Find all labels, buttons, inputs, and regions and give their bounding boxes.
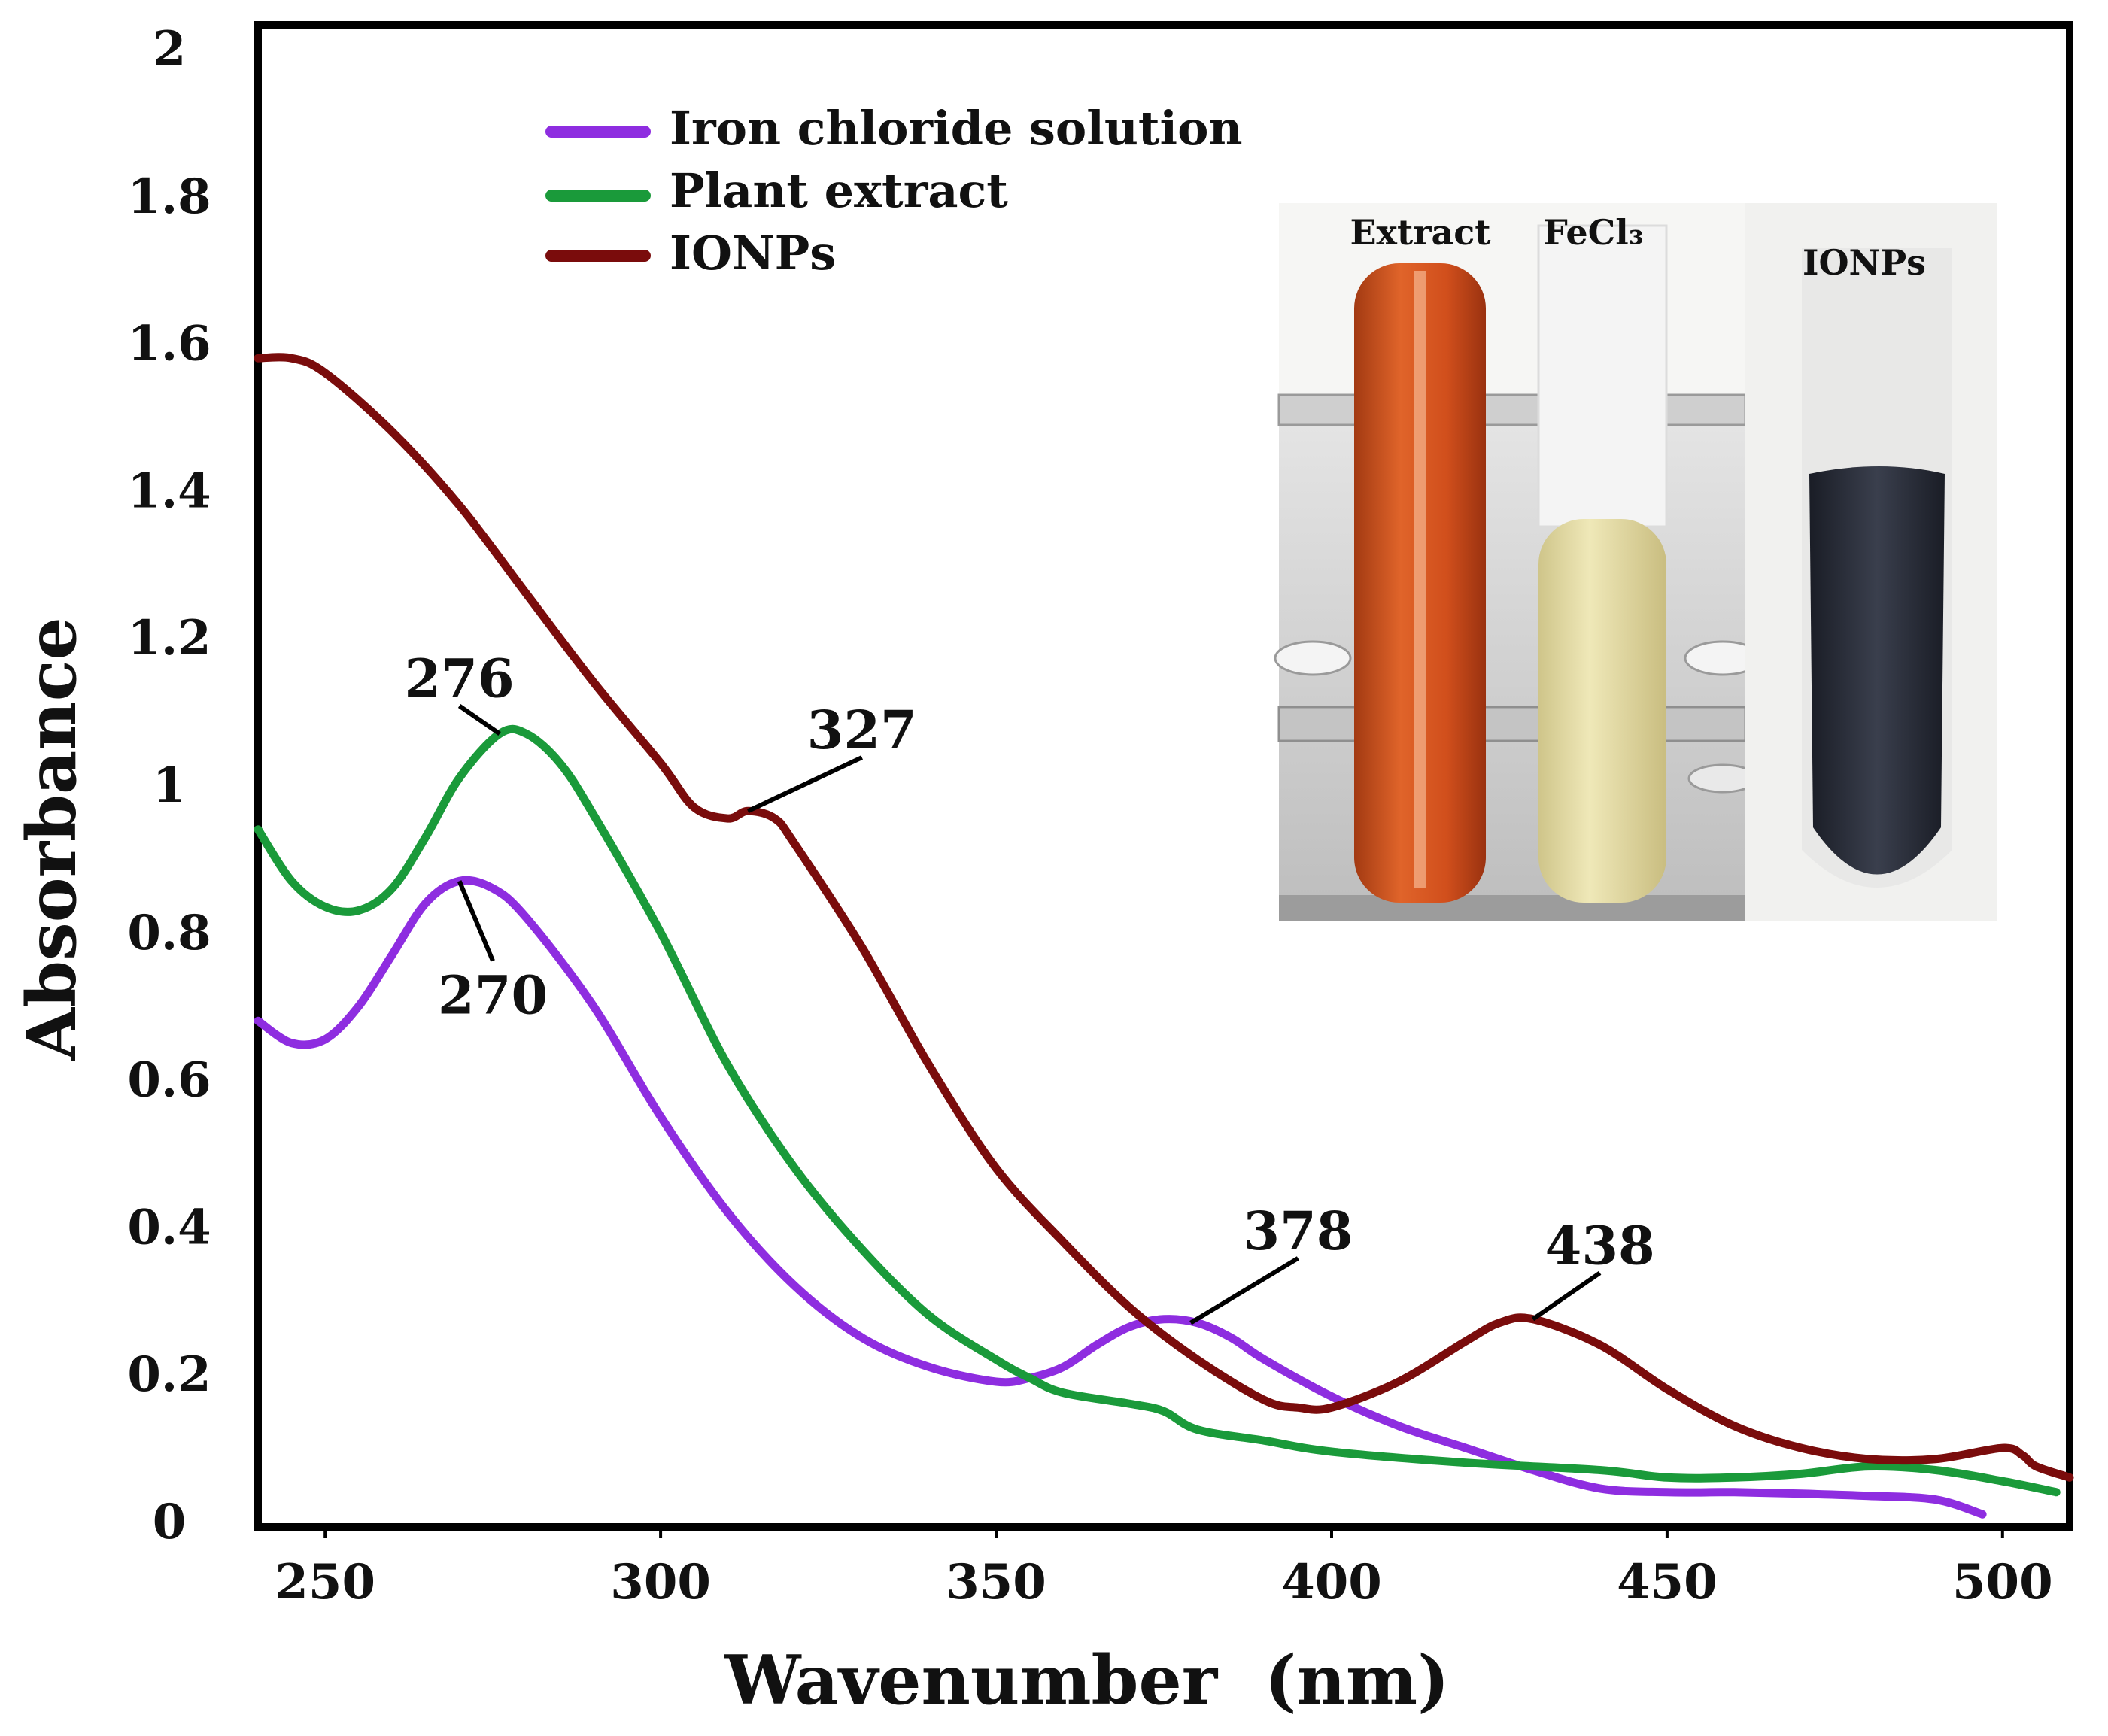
annotation-label-378: 378 <box>1243 1200 1353 1262</box>
annotation-leader-438 <box>1531 1270 1602 1322</box>
x-tick-label-450: 450 <box>1617 1554 1718 1610</box>
series-line-plant-extract <box>254 724 2061 1497</box>
inset-label-fecl3: FeCl₃ <box>1543 212 1644 253</box>
plot-frame <box>254 21 2073 1531</box>
annotation-label-327: 327 <box>807 699 917 761</box>
y-tick-label-1-8: 1.8 <box>127 168 211 225</box>
extract-tube-highlight <box>1414 271 1426 888</box>
y-tick-label-0-6: 0.6 <box>127 1052 211 1109</box>
legend: Iron chloride solution Plant extract ION… <box>545 101 1243 281</box>
x-tick-label-250: 250 <box>275 1554 375 1610</box>
inset-label-extract: Extract <box>1350 212 1491 253</box>
fecl3-tube <box>1538 519 1666 903</box>
x-tick-label-400: 400 <box>1281 1554 1382 1610</box>
annotation-leader-327 <box>746 755 863 814</box>
rack-hole <box>1274 640 1352 676</box>
annotation-label-276: 276 <box>405 648 515 710</box>
annotation-layer: 276 270 327 378 438 <box>405 648 1655 1325</box>
annotation-leader-276 <box>457 704 501 736</box>
y-tick-label-1-6: 1.6 <box>127 316 211 372</box>
rack-bar-top <box>1277 393 1747 426</box>
y-tick-label-2: 2 <box>153 21 187 77</box>
legend-label-ionps: IONPs <box>670 226 836 281</box>
inset-label-ionps: IONPs <box>1803 242 1926 283</box>
rack-bar-middle <box>1277 706 1747 742</box>
rack-base <box>1279 895 1745 921</box>
annotation-leader-378 <box>1189 1256 1299 1325</box>
y-tick-label-0-2: 0.2 <box>127 1346 211 1403</box>
series-line-ionps <box>254 353 2074 1482</box>
y-tick-label-0: 0 <box>153 1494 187 1550</box>
y-tick-label-0-8: 0.8 <box>127 905 211 961</box>
annotation-leader-270 <box>457 880 495 962</box>
y-tick-label-0-4: 0.4 <box>127 1199 211 1255</box>
y-tick-label-1: 1 <box>153 757 187 814</box>
x-tick-label-350: 350 <box>946 1554 1046 1610</box>
y-axis-title: Absorbance <box>12 617 92 1061</box>
annotation-label-270: 270 <box>438 964 548 1027</box>
y-tick-label-1-4: 1.4 <box>127 463 211 519</box>
y-tick-label-1-2: 1.2 <box>127 610 211 666</box>
fecl3-tube-glass <box>1537 224 1668 528</box>
x-tick-label-300: 300 <box>610 1554 711 1610</box>
legend-label-iron-chloride: Iron chloride solution <box>670 101 1243 156</box>
x-tick-label-500: 500 <box>1952 1554 2053 1610</box>
legend-label-plant-extract: Plant extract <box>670 163 1008 218</box>
x-axis-title: Wavenumber (nm) <box>724 1640 1449 1720</box>
inset-photo: Extract FeCl₃ IONPs <box>1274 203 1997 921</box>
annotation-label-438: 438 <box>1545 1214 1655 1276</box>
ionps-tube <box>1809 466 1945 875</box>
axis-layer: 250 300 350 400 450 500 0 0.2 0.4 0.6 0.8 1 1.2 1.4 1.… <box>127 21 2052 1610</box>
